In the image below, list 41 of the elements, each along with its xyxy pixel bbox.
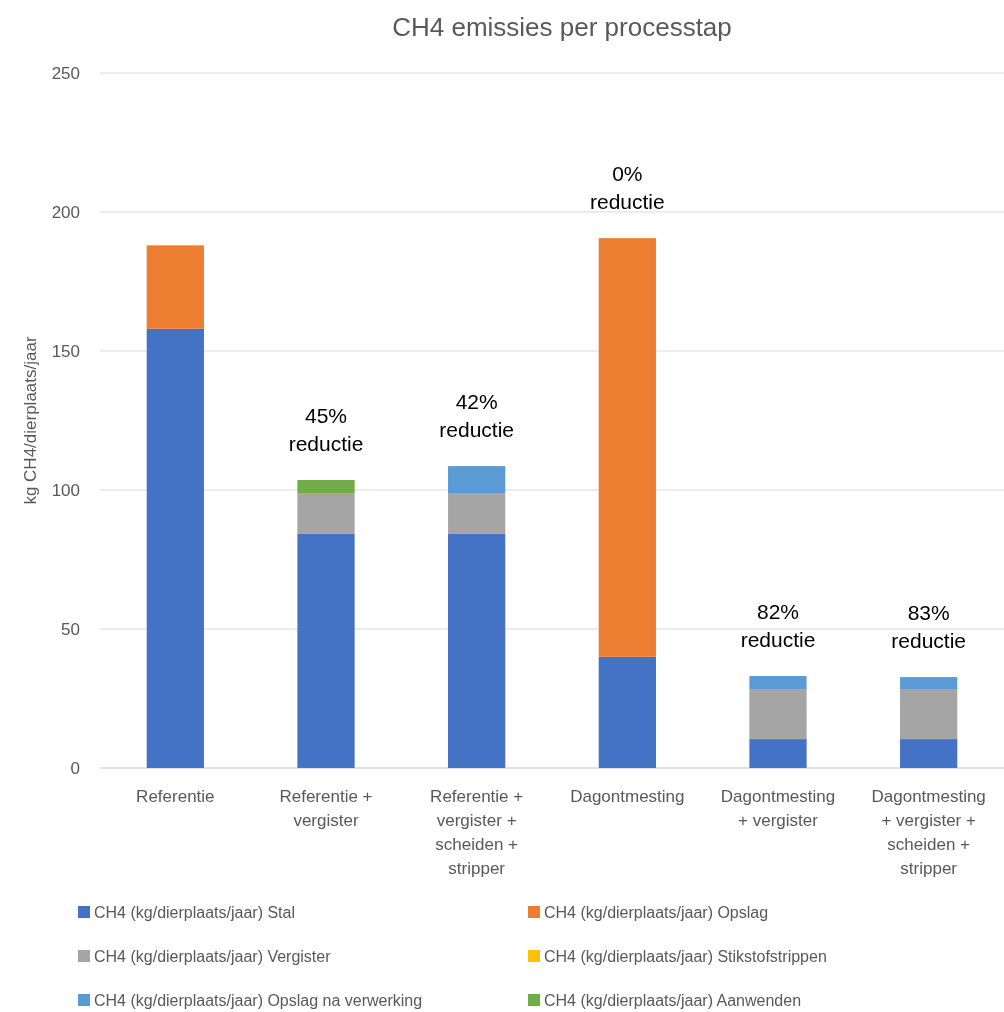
bar [900,739,958,768]
y-tick-label: 150 [51,341,80,361]
bar [448,533,506,768]
annotation: 0% reductie [589,162,665,214]
annotation: 82% reductie [740,600,816,652]
bar [297,479,355,494]
y-tick-label: 200 [51,202,80,222]
legend-label: CH4 (kg/dierplaats/jaar) Aanwenden [544,991,802,1009]
y-axis-title: kg CH4/dierplaats/jaar [21,336,40,505]
x-tick-label: Dagontmesting + vergister [720,787,836,830]
y-tick-label: 100 [51,480,80,500]
y-tick-label: 0 [70,758,80,778]
x-tick-label: Referentie + vergister [279,787,373,830]
bar [297,533,355,768]
legend-label: CH4 (kg/dierplaats/jaar) Opslag na verwerking [94,991,423,1009]
annotation: 83% reductie [891,601,967,653]
bar [749,675,807,690]
bar [146,328,204,768]
y-tick-label: 50 [61,619,80,639]
legend-label: CH4 (kg/dierplaats/jaar) Opslag [544,903,769,921]
legend-label: CH4 (kg/dierplaats/jaar) Stal [94,903,295,921]
x-tick-label: Dagontmesting [570,787,685,806]
bar [749,689,807,740]
legend-label: CH4 (kg/dierplaats/jaar) Stikstofstrippen [544,947,827,965]
bar [146,245,204,329]
legend-label: CH4 (kg/dierplaats/jaar) Vergister [94,947,332,965]
annotation: 45% reductie [288,404,364,456]
annotation: 42% reductie [439,390,515,442]
y-tick-label: 250 [51,63,80,83]
x-tick-label: Dagontmesting + vergister + scheiden + stripper [871,787,986,878]
bar [297,493,355,534]
bar [749,739,807,768]
x-tick-label: Referentie [136,787,215,806]
bar [448,493,506,534]
x-tick-label: Referentie + vergister + scheiden + stripper [430,787,524,878]
bar [598,238,656,657]
bar [448,466,506,494]
chart-title: CH4 emissies per processtap [392,12,732,42]
bar [598,656,656,768]
bar [900,677,958,690]
bar [900,689,958,740]
